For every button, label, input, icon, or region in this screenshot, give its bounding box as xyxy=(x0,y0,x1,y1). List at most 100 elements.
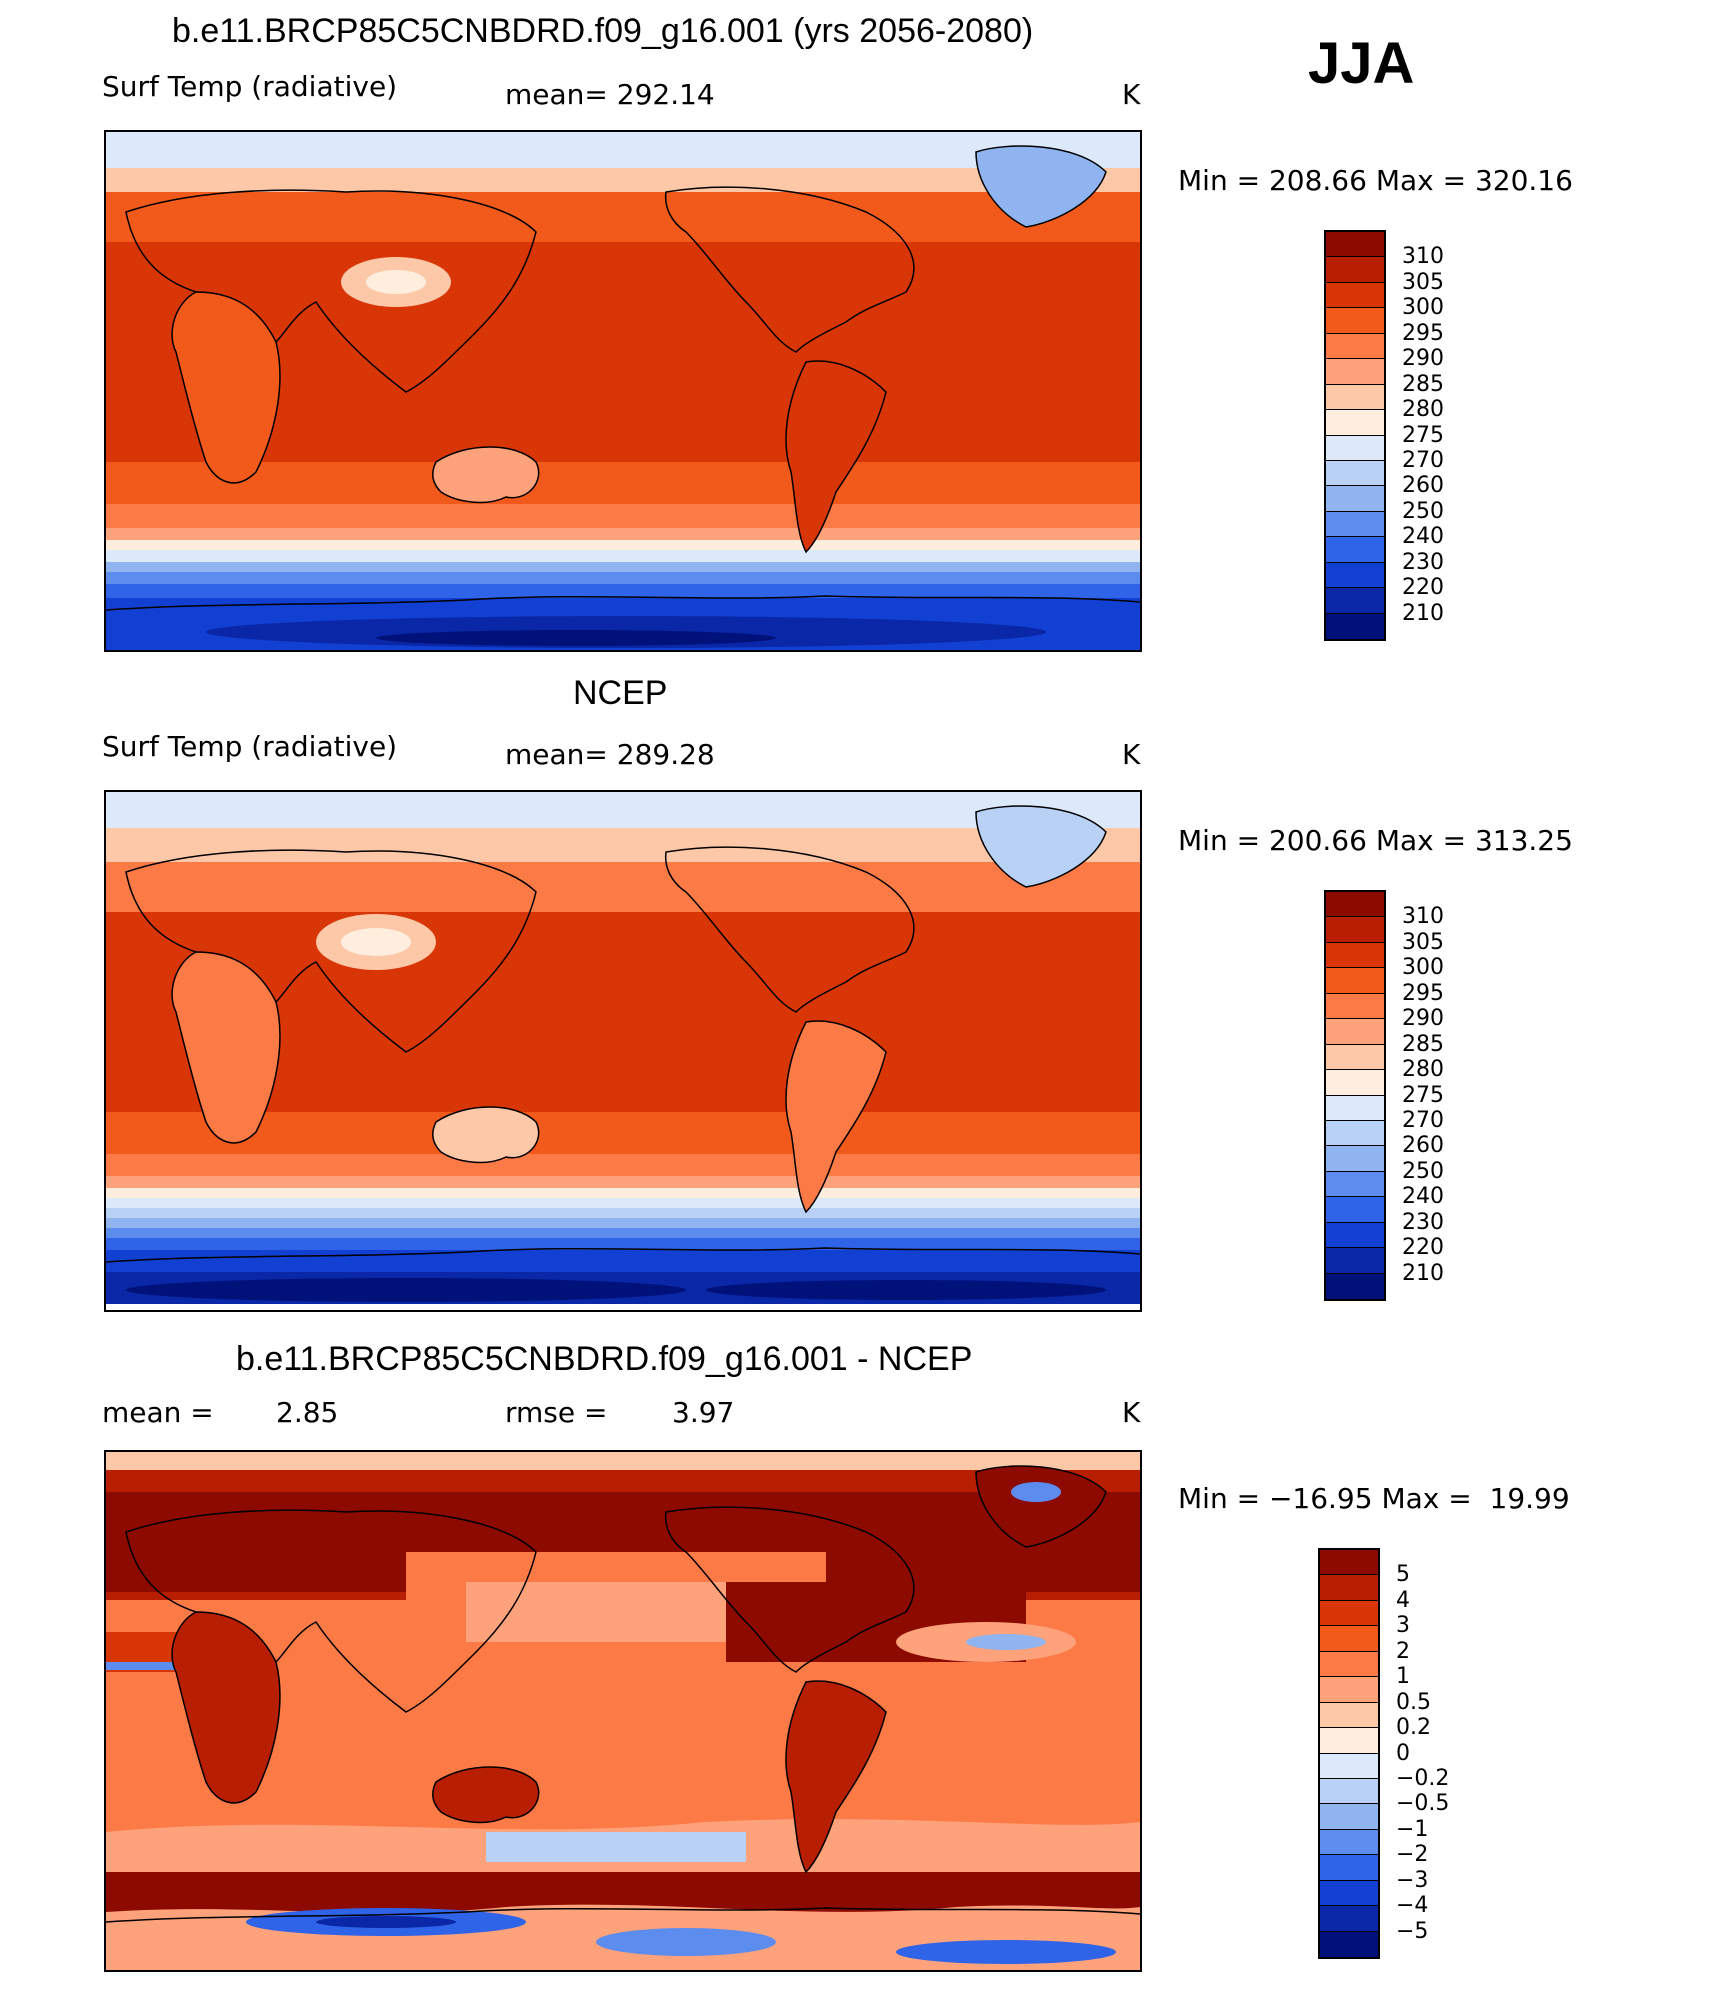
colorbar-swatch xyxy=(1326,942,1384,969)
panel-1-variable: Surf Temp (radiative) xyxy=(102,70,398,103)
panel-1-units: K xyxy=(1122,78,1141,111)
panel-2-mean: mean= 289.28 xyxy=(505,738,715,771)
colorbar-swatch xyxy=(1320,1753,1378,1779)
colorbar-swatch xyxy=(1326,537,1384,563)
panel-1-minmax: Min = 208.66 Max = 320.16 xyxy=(1178,164,1573,197)
panel-2-units: K xyxy=(1122,738,1141,771)
colorbar-tick-label: 280 xyxy=(1402,1057,1444,1083)
colorbar-tick-label: −2 xyxy=(1396,1842,1429,1868)
colorbar-swatch xyxy=(1326,282,1384,309)
colorbar-tick-label: 5 xyxy=(1396,1562,1410,1588)
colorbar-tick-label: 305 xyxy=(1402,929,1444,955)
colorbar-swatch xyxy=(1326,359,1384,385)
panel-3-colorbar xyxy=(1318,1548,1380,1959)
colorbar-tick-label: 295 xyxy=(1402,320,1444,346)
colorbar-tick-label: 290 xyxy=(1402,1006,1444,1032)
colorbar-swatch xyxy=(1320,1804,1378,1830)
panel-2-minmax: Min = 200.66 Max = 313.25 xyxy=(1178,824,1573,857)
colorbar-tick-label: 210 xyxy=(1402,1260,1444,1286)
colorbar-tick-label: −5 xyxy=(1396,1918,1429,1944)
panel-1-title: b.e11.BRCP85C5CNBDRD.f09_g16.001 (yrs 20… xyxy=(172,12,1034,50)
panel-3-mean-value: 2.85 xyxy=(276,1396,339,1429)
colorbar-swatch xyxy=(1320,1855,1378,1881)
panel-3-heatmap xyxy=(106,1452,1140,1970)
colorbar-swatch xyxy=(1326,1273,1384,1299)
colorbar-swatch xyxy=(1320,1626,1378,1652)
colorbar-swatch xyxy=(1326,384,1384,411)
colorbar-swatch xyxy=(1320,1677,1378,1703)
colorbar-swatch xyxy=(1326,968,1384,994)
season-label: JJA xyxy=(1308,31,1415,96)
colorbar-tick-label: 275 xyxy=(1402,1082,1444,1108)
colorbar-tick-label: 250 xyxy=(1402,498,1444,524)
colorbar-tick-label: −1 xyxy=(1396,1816,1429,1842)
colorbar-swatch xyxy=(1326,588,1384,614)
panel-1-colorbar xyxy=(1324,230,1386,641)
panel-2-map xyxy=(104,790,1142,1312)
colorbar-swatch xyxy=(1320,1728,1378,1754)
colorbar-swatch xyxy=(1326,511,1384,538)
colorbar-swatch xyxy=(1320,1829,1378,1856)
colorbar-tick-label: −3 xyxy=(1396,1867,1429,1893)
panel-2-title: NCEP xyxy=(573,674,668,712)
colorbar-swatch xyxy=(1320,1651,1378,1678)
colorbar-tick-label: −4 xyxy=(1396,1893,1429,1919)
panel-3-units: K xyxy=(1122,1396,1141,1429)
colorbar-tick-label: 3 xyxy=(1396,1613,1410,1639)
colorbar-tick-label: 220 xyxy=(1402,1235,1444,1261)
colorbar-tick-label: 290 xyxy=(1402,346,1444,372)
colorbar-tick-label: 220 xyxy=(1402,575,1444,601)
colorbar-swatch xyxy=(1326,1248,1384,1274)
colorbar-swatch xyxy=(1326,1222,1384,1249)
colorbar-swatch xyxy=(1326,562,1384,589)
panel-3-map xyxy=(104,1450,1142,1972)
colorbar-swatch xyxy=(1320,1778,1378,1805)
colorbar-tick-label: 210 xyxy=(1402,600,1444,626)
colorbar-tick-label: 0.5 xyxy=(1396,1689,1431,1715)
colorbar-tick-label: 275 xyxy=(1402,422,1444,448)
panel-3-mean-label: mean = xyxy=(102,1396,214,1429)
colorbar-tick-label: 260 xyxy=(1402,1133,1444,1159)
colorbar-swatch xyxy=(1326,460,1384,487)
panel-1-map xyxy=(104,130,1142,652)
colorbar-swatch xyxy=(1320,1906,1378,1932)
colorbar-tick-label: 305 xyxy=(1402,269,1444,295)
colorbar-tick-label: 260 xyxy=(1402,473,1444,499)
colorbar-swatch xyxy=(1326,1095,1384,1121)
colorbar-tick-label: 240 xyxy=(1402,1184,1444,1210)
colorbar-tick-label: 285 xyxy=(1402,1031,1444,1057)
colorbar-tick-label: 270 xyxy=(1402,447,1444,473)
colorbar-swatch xyxy=(1320,1550,1378,1576)
colorbar-swatch xyxy=(1320,1931,1378,1957)
panel-3-title: b.e11.BRCP85C5CNBDRD.f09_g16.001 - NCEP xyxy=(236,1340,973,1378)
colorbar-tick-label: 300 xyxy=(1402,955,1444,981)
colorbar-tick-label: 0.2 xyxy=(1396,1715,1431,1741)
colorbar-tick-label: 0 xyxy=(1396,1740,1410,1766)
colorbar-tick-label: 250 xyxy=(1402,1158,1444,1184)
colorbar-swatch xyxy=(1326,613,1384,639)
colorbar-tick-label: 4 xyxy=(1396,1587,1410,1613)
colorbar-swatch xyxy=(1326,1197,1384,1223)
panel-2-heatmap xyxy=(106,792,1140,1310)
panel-3-rmse-value: 3.97 xyxy=(672,1396,735,1429)
colorbar-swatch xyxy=(1320,1575,1378,1601)
colorbar-swatch xyxy=(1326,1120,1384,1147)
colorbar-swatch xyxy=(1326,232,1384,258)
colorbar-swatch xyxy=(1326,486,1384,512)
colorbar-tick-label: −0.2 xyxy=(1396,1765,1450,1791)
colorbar-swatch xyxy=(1326,257,1384,283)
colorbar-swatch xyxy=(1326,917,1384,943)
colorbar-swatch xyxy=(1326,1146,1384,1172)
panel-1-heatmap xyxy=(106,132,1140,650)
colorbar-tick-label: 310 xyxy=(1402,904,1444,930)
colorbar-swatch xyxy=(1326,1044,1384,1071)
panel-3-minmax: Min = −16.95 Max = 19.99 xyxy=(1178,1482,1570,1515)
colorbar-swatch xyxy=(1320,1880,1378,1907)
colorbar-tick-label: 310 xyxy=(1402,244,1444,270)
colorbar-swatch xyxy=(1326,410,1384,436)
colorbar-swatch xyxy=(1320,1600,1378,1627)
colorbar-tick-label: 300 xyxy=(1402,295,1444,321)
colorbar-tick-label: −0.5 xyxy=(1396,1791,1450,1817)
colorbar-tick-label: 230 xyxy=(1402,549,1444,575)
colorbar-swatch xyxy=(1320,1702,1378,1729)
